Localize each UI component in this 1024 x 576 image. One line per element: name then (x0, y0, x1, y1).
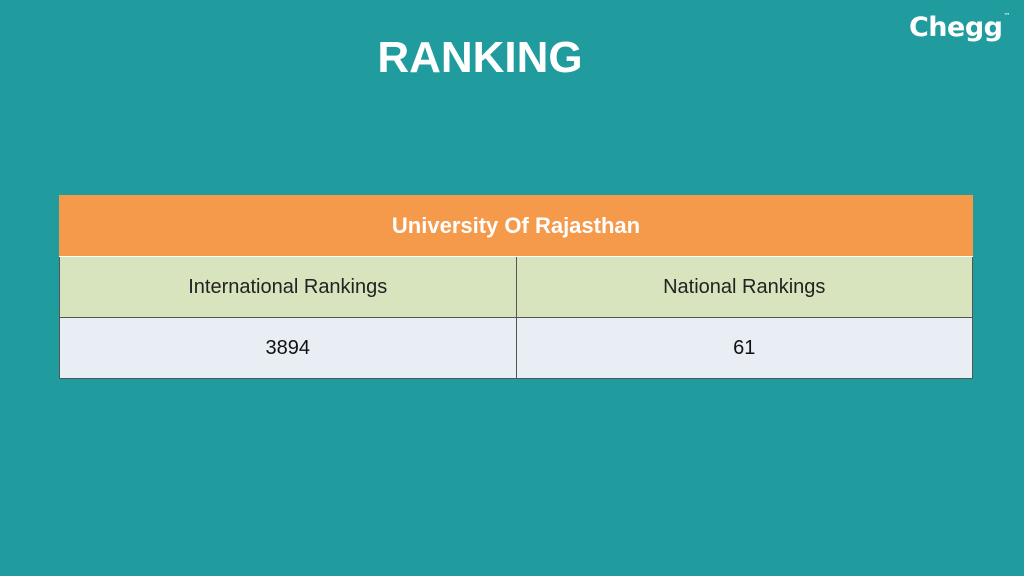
table-row: 3894 61 (59, 317, 973, 379)
national-ranking-value: 61 (515, 317, 973, 379)
trademark-mark: ™ (1003, 12, 1011, 20)
university-name-cell: University Of Rajasthan (59, 195, 973, 257)
ranking-table: University Of Rajasthan International Ra… (59, 195, 973, 379)
chegg-logo-text: Chegg (908, 12, 1003, 43)
chegg-logo: Chegg™ (909, 12, 1010, 43)
international-ranking-value: 3894 (59, 317, 517, 379)
page-title: RANKING (377, 33, 583, 82)
table-header-row: University Of Rajasthan (59, 195, 973, 257)
column-header-row: International Rankings National Rankings (59, 256, 973, 318)
international-rankings-header: International Rankings (59, 256, 517, 318)
national-rankings-header: National Rankings (515, 256, 973, 318)
